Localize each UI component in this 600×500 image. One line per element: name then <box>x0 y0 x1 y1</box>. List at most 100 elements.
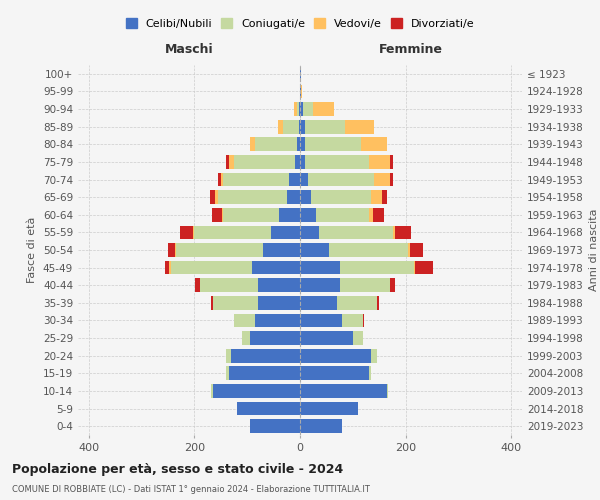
Bar <box>300 190 311 204</box>
Bar <box>218 190 287 204</box>
Bar <box>300 226 319 239</box>
Bar <box>295 155 300 169</box>
Bar <box>211 384 213 398</box>
Bar <box>300 155 305 169</box>
Bar <box>250 138 255 151</box>
Bar <box>300 296 337 310</box>
Bar <box>169 260 170 274</box>
Bar <box>340 278 390 292</box>
Bar <box>255 314 300 328</box>
Bar <box>300 243 329 257</box>
Bar <box>373 208 383 222</box>
Bar <box>300 208 316 222</box>
Bar <box>415 260 433 274</box>
Bar <box>300 278 340 292</box>
Bar <box>300 138 305 151</box>
Bar <box>226 155 229 169</box>
Y-axis label: Anni di nascita: Anni di nascita <box>589 209 599 291</box>
Bar <box>311 190 371 204</box>
Bar <box>231 349 300 362</box>
Bar <box>340 260 413 274</box>
Bar <box>369 208 373 222</box>
Bar <box>176 243 263 257</box>
Bar <box>287 190 300 204</box>
Bar <box>308 172 374 186</box>
Bar <box>229 155 234 169</box>
Bar <box>369 366 371 380</box>
Bar <box>278 120 283 134</box>
Bar <box>200 278 258 292</box>
Bar <box>253 260 300 274</box>
Bar <box>234 155 295 169</box>
Bar <box>165 260 169 274</box>
Bar <box>250 420 300 433</box>
Bar <box>301 84 302 98</box>
Bar <box>371 190 382 204</box>
Bar <box>210 190 215 204</box>
Bar <box>337 296 377 310</box>
Bar <box>263 243 300 257</box>
Legend: Celibi/Nubili, Coniugati/e, Vedovi/e, Divorziati/e: Celibi/Nubili, Coniugati/e, Vedovi/e, Di… <box>122 15 478 32</box>
Bar <box>390 278 395 292</box>
Bar <box>175 243 176 257</box>
Bar <box>390 155 392 169</box>
Bar <box>342 314 364 328</box>
Bar <box>250 331 300 345</box>
Bar <box>212 208 223 222</box>
Bar <box>300 402 358 415</box>
Bar <box>300 260 340 274</box>
Bar <box>283 120 299 134</box>
Bar <box>294 102 297 116</box>
Bar <box>305 120 345 134</box>
Bar <box>316 208 369 222</box>
Bar <box>170 260 253 274</box>
Bar <box>300 420 342 433</box>
Bar <box>382 190 387 204</box>
Bar <box>215 190 218 204</box>
Y-axis label: Fasce di età: Fasce di età <box>28 217 37 283</box>
Bar <box>223 208 279 222</box>
Bar <box>392 226 395 239</box>
Bar <box>234 314 255 328</box>
Bar <box>299 120 300 134</box>
Bar <box>302 102 313 116</box>
Bar <box>353 331 364 345</box>
Bar <box>213 296 258 310</box>
Text: Popolazione per età, sesso e stato civile - 2024: Popolazione per età, sesso e stato civil… <box>12 462 343 475</box>
Bar <box>271 226 300 239</box>
Bar <box>242 331 250 345</box>
Bar <box>413 260 415 274</box>
Bar <box>226 366 229 380</box>
Bar <box>390 172 392 186</box>
Bar <box>298 138 300 151</box>
Bar <box>194 226 271 239</box>
Bar <box>300 349 371 362</box>
Bar <box>300 172 308 186</box>
Bar <box>297 102 299 116</box>
Bar <box>300 314 342 328</box>
Bar <box>361 138 387 151</box>
Bar <box>300 384 387 398</box>
Bar <box>305 138 361 151</box>
Bar <box>377 296 379 310</box>
Bar <box>371 349 377 362</box>
Bar <box>226 349 231 362</box>
Bar <box>169 243 175 257</box>
Bar <box>319 226 392 239</box>
Bar <box>387 384 388 398</box>
Bar <box>300 331 353 345</box>
Bar <box>300 102 302 116</box>
Bar <box>289 172 300 186</box>
Bar <box>211 296 213 310</box>
Bar <box>313 102 334 116</box>
Bar <box>218 172 221 186</box>
Bar <box>221 172 223 186</box>
Bar <box>300 366 369 380</box>
Bar <box>258 278 300 292</box>
Bar <box>369 155 390 169</box>
Bar <box>374 172 390 186</box>
Bar <box>193 226 194 239</box>
Bar <box>258 296 300 310</box>
Bar <box>410 243 423 257</box>
Text: Femmine: Femmine <box>379 43 443 56</box>
